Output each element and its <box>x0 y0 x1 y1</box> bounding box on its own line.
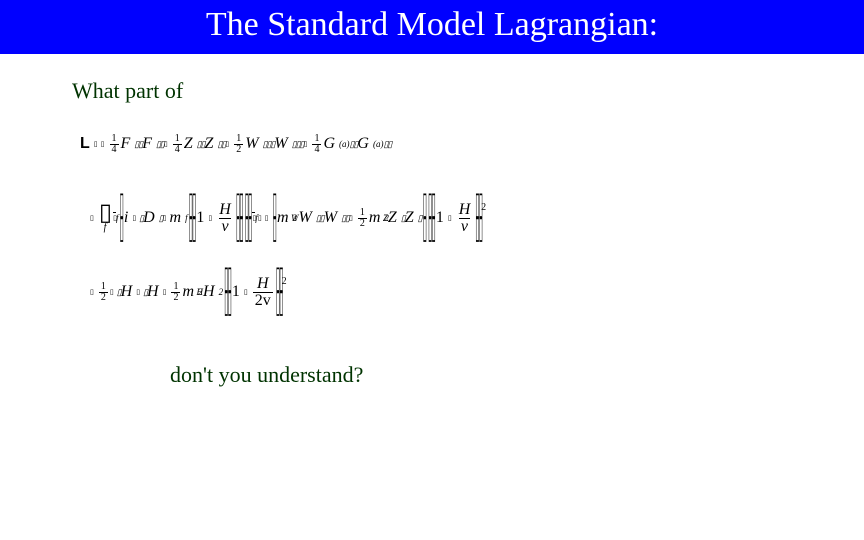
mH: m <box>182 284 194 300</box>
vbar: ▯▯ <box>423 194 426 242</box>
placeholder: ▯ <box>208 215 211 222</box>
H: H <box>121 284 133 300</box>
sum-over-f: ▯ f <box>99 203 111 233</box>
D: D <box>143 210 155 226</box>
H-over-v: H v <box>457 202 473 235</box>
Z1: Z <box>388 210 397 226</box>
vbar: ▯▯▯▯ <box>428 194 435 242</box>
H-over-2v: H 2v <box>253 276 273 309</box>
placeholder: ▯ <box>304 141 307 148</box>
slide-title: The Standard Model Lagrangian: <box>206 6 658 43</box>
placeholder: ▯ <box>349 215 352 222</box>
W1: W <box>299 210 312 226</box>
G2: G <box>357 136 369 152</box>
W2: W <box>324 210 337 226</box>
vbar: ▯▯▯▯ <box>189 194 196 242</box>
H: H <box>203 284 215 300</box>
vbar: ▯▯▯▯ <box>236 194 243 242</box>
psi: ▯ <box>258 215 261 222</box>
placeholder: ▯ <box>265 215 268 222</box>
F1: F <box>121 136 131 152</box>
placeholder: ▯ <box>101 141 104 148</box>
Z2: Z <box>205 136 214 152</box>
vbar: ▯▯▯▯ <box>245 194 252 242</box>
equation-row-2: ▯ ▯ f ▯f ▯▯ i ▯▯ D▯ ▯ mf ▯▯▯▯ 1 ▯ H v ▯▯… <box>90 194 840 242</box>
coef-1-4: 1 4 <box>110 134 119 155</box>
symbol-L: L <box>80 136 90 152</box>
one: 1 <box>196 210 204 226</box>
placeholder: ▯ <box>448 215 451 222</box>
F2: F <box>142 136 152 152</box>
partial: ▯ <box>110 289 113 296</box>
placeholder: ▯ <box>163 215 166 222</box>
H-over-v: H v <box>217 202 233 235</box>
partial: ▯ <box>136 289 139 296</box>
question-bottom: don't you understand? <box>170 362 363 388</box>
mf: m <box>170 210 182 226</box>
i: i <box>124 210 128 226</box>
coef-1-2: 1 2 <box>234 134 243 155</box>
G1: G <box>323 136 335 152</box>
vbar: ▯▯ <box>273 194 276 242</box>
placeholder: ▯ <box>163 289 166 296</box>
coef-1-2: 1 2 <box>171 282 180 303</box>
equation-row-1: L ▯ ▯ 1 4 F▯▯ F▯▯ ▯ 1 4 Z▯▯ Z▯▯ ▯ 1 2 <box>80 120 840 168</box>
one: 1 <box>436 210 444 226</box>
W2: W <box>274 136 287 152</box>
H: H <box>147 284 159 300</box>
title-bar: The Standard Model Lagrangian: <box>0 0 864 54</box>
placeholder: ▯ <box>244 289 247 296</box>
one: 1 <box>232 284 240 300</box>
gamma: ▯ <box>132 215 135 222</box>
Z1: Z <box>184 136 193 152</box>
lagrangian-equation: L ▯ ▯ 1 4 F▯▯ F▯▯ ▯ 1 4 Z▯▯ Z▯▯ ▯ 1 2 <box>80 120 840 342</box>
placeholder: ▯ <box>164 141 167 148</box>
vbar: ▯▯▯▯ <box>276 268 283 316</box>
vbar: ▯▯▯▯ <box>475 194 482 242</box>
vbar: ▯▯ <box>119 194 122 242</box>
equation-row-3: ▯ 1 2 ▯▯ H ▯▯ H ▯ 1 2 m2H H2 ▯▯▯▯ 1 ▯ H … <box>90 268 840 316</box>
coef-1-2: 1 2 <box>99 282 108 303</box>
mW: m <box>277 210 289 226</box>
vbar: ▯▯▯▯ <box>224 268 231 316</box>
placeholder: ▯ <box>225 141 228 148</box>
coef-1-4: 1 4 <box>173 134 182 155</box>
mZ: m <box>369 210 381 226</box>
coef-1-4: 1 4 <box>312 134 321 155</box>
question-top: What part of <box>72 78 183 104</box>
placeholder: ▯ <box>94 141 97 148</box>
placeholder: ▯ <box>90 215 93 222</box>
placeholder: ▯ <box>90 289 93 296</box>
W1: W <box>245 136 258 152</box>
coef-1-2: 1 2 <box>358 208 367 229</box>
Z2: Z <box>405 210 414 226</box>
